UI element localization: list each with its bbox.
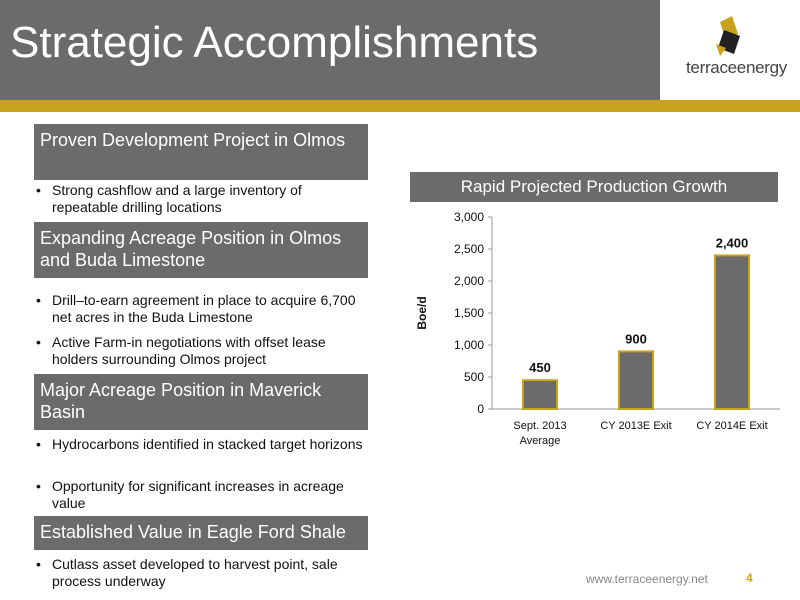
terrace-logo-icon: [716, 16, 740, 56]
section-heading: Major Acreage Position in Maverick Basin: [34, 374, 368, 430]
y-tick-label: 2,000: [454, 274, 484, 288]
x-tick-label: CY 2013E Exit: [600, 420, 671, 432]
bullet-dot-icon: •: [36, 478, 41, 494]
y-tick-label: 1,500: [454, 306, 484, 320]
bar: [714, 254, 750, 411]
data-label: 450: [529, 360, 551, 375]
logo-wordmark: terraceenergy: [686, 58, 787, 77]
data-label: 900: [625, 331, 647, 346]
bullet-item: • Drill–to-earn agreement in place to acq…: [36, 292, 366, 326]
logo: [660, 0, 800, 100]
x-tick-label: Average: [520, 435, 561, 447]
bullet-dot-icon: •: [36, 182, 41, 198]
accent-divider: [0, 100, 800, 112]
bullet-dot-icon: •: [36, 556, 41, 572]
bullet-text: Active Farm-in negotiations with offset …: [52, 334, 326, 367]
bullet-text: Strong cashflow and a large inventory of…: [52, 182, 302, 215]
y-tick-label: 1,000: [454, 338, 484, 352]
section-heading: Established Value in Eagle Ford Shale: [34, 516, 368, 550]
y-tick-label: 3,000: [454, 210, 484, 224]
x-tick-label: CY 2014E Exit: [696, 420, 767, 432]
page-number: 4: [746, 571, 753, 585]
data-label: 2,400: [716, 235, 749, 250]
bullet-item: • Hydrocarbons identified in stacked targ…: [36, 436, 366, 453]
y-tick-label: 2,500: [454, 242, 484, 256]
bullet-item: • Opportunity for significant increases i…: [36, 478, 366, 512]
bullet-dot-icon: •: [36, 436, 41, 452]
bullet-dot-icon: •: [36, 292, 41, 308]
bullet-text: Cutlass asset developed to harvest point…: [52, 556, 338, 589]
y-tick-label: 0: [477, 402, 484, 416]
bullet-dot-icon: •: [36, 334, 41, 350]
bar: [618, 350, 654, 410]
section-heading: Expanding Acreage Position in Olmos and …: [34, 222, 368, 278]
page-title: Strategic Accomplishments: [10, 18, 539, 67]
y-tick-label: 500: [464, 370, 484, 384]
chart-title: Rapid Projected Production Growth: [410, 172, 778, 202]
x-tick-label: Sept. 2013: [513, 420, 566, 432]
bar: [522, 379, 558, 410]
title-banner: Strategic Accomplishments: [0, 0, 660, 100]
y-axis-title: Boe/d: [415, 296, 429, 329]
production-bar-chart: 0 500 1,000 1,500 2,000 2,500 3,000 Boe/d 450 Sep…: [415, 210, 780, 447]
footer-url[interactable]: www.terraceenergy.net: [586, 572, 708, 586]
bullet-text: Drill–to-earn agreement in place to acqu…: [52, 292, 356, 325]
bullet-item: • Active Farm-in negotiations with offset…: [36, 334, 366, 368]
section-heading: Proven Development Project in Olmos: [34, 124, 368, 180]
bullet-item: • Cutlass asset developed to harvest poin…: [36, 556, 366, 590]
bullet-text: Opportunity for significant increases in…: [52, 478, 344, 511]
bullet-item: • Strong cashflow and a large inventory o…: [36, 182, 366, 216]
bullet-text: Hydrocarbons identified in stacked targe…: [52, 436, 363, 452]
